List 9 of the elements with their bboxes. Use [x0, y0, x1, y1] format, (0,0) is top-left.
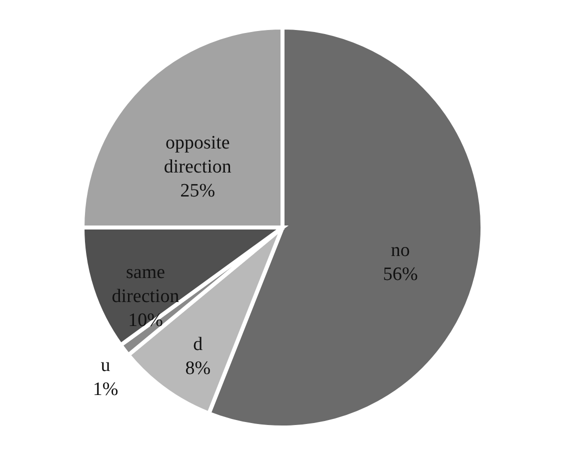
data-label: 56%: [382, 264, 418, 285]
data-label: 25%: [180, 180, 216, 202]
slice-label: no: [390, 240, 410, 261]
slice-label: opposite direction: [164, 132, 232, 178]
data-label: 8%: [185, 358, 211, 379]
slice-label: u: [100, 354, 111, 376]
slice-label: d: [193, 334, 204, 355]
slice-label: same direction: [112, 262, 180, 307]
data-label: 1%: [92, 378, 118, 400]
